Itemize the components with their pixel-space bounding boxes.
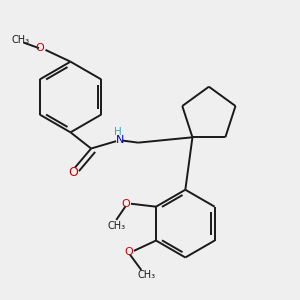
Text: H: H bbox=[114, 127, 122, 137]
Text: O: O bbox=[121, 199, 130, 209]
Text: O: O bbox=[68, 167, 78, 179]
Text: CH₃: CH₃ bbox=[137, 270, 156, 280]
Text: CH₃: CH₃ bbox=[11, 34, 29, 45]
Text: O: O bbox=[124, 247, 133, 257]
Text: N: N bbox=[116, 135, 124, 145]
Text: O: O bbox=[36, 44, 44, 53]
Text: CH₃: CH₃ bbox=[107, 221, 125, 231]
